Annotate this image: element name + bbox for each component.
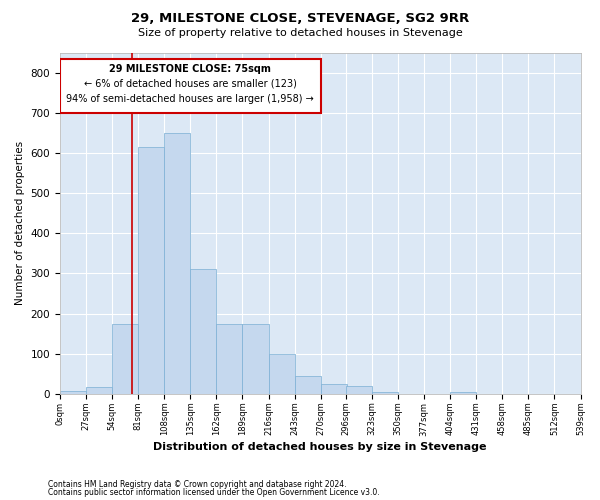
- Bar: [320, 384, 347, 394]
- Y-axis label: Number of detached properties: Number of detached properties: [15, 141, 25, 306]
- Bar: [86, 386, 112, 394]
- Text: Contains HM Land Registry data © Crown copyright and database right 2024.: Contains HM Land Registry data © Crown c…: [48, 480, 347, 489]
- Text: Contains public sector information licensed under the Open Government Licence v3: Contains public sector information licen…: [48, 488, 380, 497]
- X-axis label: Distribution of detached houses by size in Stevenage: Distribution of detached houses by size …: [154, 442, 487, 452]
- Bar: [60, 390, 86, 394]
- Text: Size of property relative to detached houses in Stevenage: Size of property relative to detached ho…: [137, 28, 463, 38]
- Bar: [217, 324, 242, 394]
- Text: 29, MILESTONE CLOSE, STEVENAGE, SG2 9RR: 29, MILESTONE CLOSE, STEVENAGE, SG2 9RR: [131, 12, 469, 26]
- Bar: [372, 392, 398, 394]
- Bar: [60, 58, 320, 113]
- Bar: [242, 324, 269, 394]
- Text: 29 MILESTONE CLOSE: 75sqm: 29 MILESTONE CLOSE: 75sqm: [109, 64, 271, 74]
- Bar: [164, 133, 190, 394]
- Bar: [190, 270, 217, 394]
- Bar: [269, 354, 295, 394]
- Text: 94% of semi-detached houses are larger (1,958) →: 94% of semi-detached houses are larger (…: [67, 94, 314, 104]
- Bar: [112, 324, 138, 394]
- Bar: [138, 147, 164, 394]
- Text: ← 6% of detached houses are smaller (123): ← 6% of detached houses are smaller (123…: [84, 78, 297, 88]
- Bar: [450, 392, 476, 394]
- Bar: [295, 376, 320, 394]
- Bar: [346, 386, 372, 394]
